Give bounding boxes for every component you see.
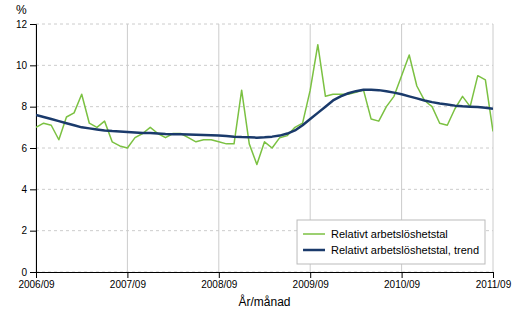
legend-swatch — [303, 249, 325, 252]
y-tick-mark — [30, 231, 36, 232]
x-tick-label: 2010/09 — [384, 279, 421, 290]
lines — [36, 45, 493, 165]
y-grid-line — [36, 65, 493, 66]
x-axis-title: År/månad — [238, 294, 290, 309]
legend-swatch — [303, 233, 325, 235]
x-grid-line — [493, 24, 494, 272]
y-axis-title: % — [16, 3, 27, 17]
y-grid-line — [36, 106, 493, 107]
y-tick: 4 — [21, 184, 36, 195]
chart-svg: 2006/09 2007/09 2008/09 2009/09 2010/09 2011/… — [0, 0, 519, 312]
x-tick: 2011/09 — [476, 272, 512, 290]
y-tick-label: 10 — [16, 60, 28, 71]
y-tick-mark — [30, 189, 36, 190]
y-tick: 6 — [21, 143, 36, 154]
legend-box — [297, 220, 485, 264]
x-tick-mark — [127, 272, 128, 278]
legend-label: Relativt arbetslöshetstal, trend — [331, 244, 479, 256]
x-tick-mark — [219, 272, 220, 278]
grid — [36, 24, 493, 272]
y-tick-mark — [30, 24, 36, 25]
y-axis: 0 2 4 6 8 10 12 — [16, 19, 37, 278]
x-tick: 2009/09 — [293, 272, 330, 290]
y-tick-label: 2 — [21, 225, 27, 236]
x-tick-label: 2009/09 — [293, 279, 330, 290]
series-line — [36, 90, 493, 138]
y-tick: 0 — [21, 267, 36, 278]
x-tick: 2010/09 — [384, 272, 421, 290]
y-tick-label: 8 — [21, 101, 27, 112]
x-tick: 2007/09 — [110, 272, 147, 290]
y-grid-line — [36, 189, 493, 190]
x-tick-label: 2006/09 — [18, 279, 55, 290]
y-tick-mark — [30, 65, 36, 66]
y-tick-label: 4 — [21, 184, 27, 195]
y-tick-label: 0 — [21, 267, 27, 278]
legend: Relativt arbetslöshetstal Relativt arbets… — [297, 220, 485, 264]
x-tick-label: 2011/09 — [476, 279, 512, 290]
x-axis: 2006/09 2007/09 2008/09 2009/09 2010/09 2011/… — [18, 272, 511, 290]
y-tick: 12 — [16, 19, 36, 30]
y-tick-label: 6 — [21, 143, 27, 154]
x-tick: 2008/09 — [201, 272, 238, 290]
x-tick-mark — [310, 272, 311, 278]
chart: 2006/09 2007/09 2008/09 2009/09 2010/09 2011/… — [0, 0, 519, 312]
x-tick-label: 2008/09 — [201, 279, 238, 290]
series-line — [36, 45, 493, 165]
plot: 2006/09 2007/09 2008/09 2009/09 2010/09 2011/… — [16, 19, 512, 290]
y-tick-mark — [30, 272, 36, 273]
y-axis-line — [30, 25, 37, 273]
y-tick: 2 — [21, 225, 36, 236]
x-grid-line — [218, 24, 219, 272]
x-tick-mark — [493, 272, 494, 278]
legend-label: Relativt arbetslöshetstal — [331, 228, 448, 240]
y-grid-line — [36, 148, 493, 149]
y-tick-mark — [30, 148, 36, 149]
y-tick-mark — [30, 107, 36, 108]
x-axis-line — [37, 273, 494, 279]
x-tick-mark — [402, 272, 403, 278]
y-grid-line — [36, 24, 493, 25]
y-tick-label: 12 — [16, 19, 28, 30]
x-tick-label: 2007/09 — [110, 279, 147, 290]
y-tick: 10 — [16, 60, 36, 71]
y-tick: 8 — [21, 101, 36, 112]
